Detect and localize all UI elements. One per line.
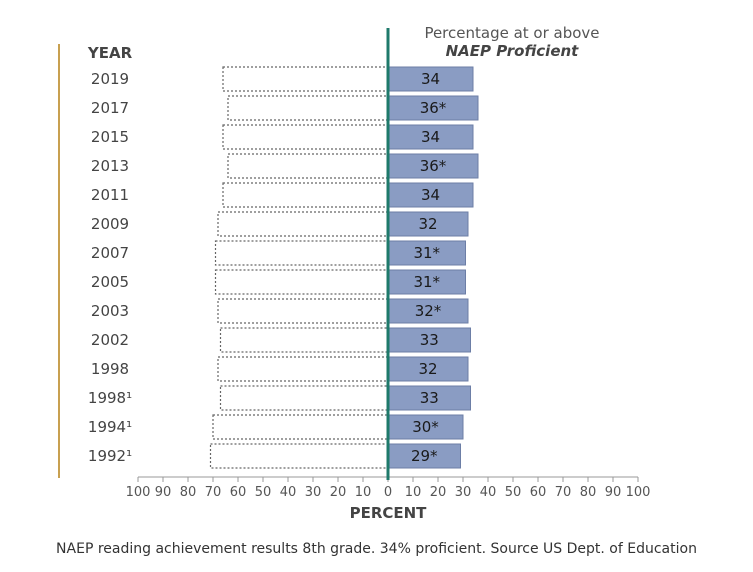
below-proficient-bar bbox=[214, 240, 389, 266]
below-proficient-bar bbox=[227, 153, 389, 179]
x-tick-label: 90 bbox=[155, 485, 172, 500]
below-proficient-bar bbox=[217, 356, 389, 382]
x-tick-label: 80 bbox=[180, 485, 197, 500]
x-tick-label: 60 bbox=[230, 485, 247, 500]
x-tick-label: 20 bbox=[430, 485, 447, 500]
below-proficient-bar bbox=[222, 66, 389, 92]
proficient-value-label: 34 bbox=[421, 128, 440, 146]
x-tick-label: 0 bbox=[384, 485, 392, 500]
year-label: 2019 bbox=[91, 70, 129, 88]
proficient-value-label: 32 bbox=[418, 215, 437, 233]
x-tick-label: 30 bbox=[455, 485, 472, 500]
proficient-value-label: 32 bbox=[418, 360, 437, 378]
x-tick-label: 70 bbox=[205, 485, 222, 500]
proficient-bar bbox=[387, 211, 469, 237]
x-axis-ticks: 100 90 80 70 60 50 40 30 20 10 0 10 20 30 40 50 60 70 80 90… bbox=[126, 477, 651, 500]
proficient-value-label: 33 bbox=[420, 389, 439, 407]
proficient-bar bbox=[387, 269, 466, 295]
proficient-value-label: 31* bbox=[413, 273, 440, 291]
proficient-value-label: 30* bbox=[412, 418, 439, 436]
x-tick-label: 30 bbox=[305, 485, 322, 500]
proficient-value-label: 32* bbox=[415, 302, 442, 320]
x-tick-label: 80 bbox=[580, 485, 597, 500]
x-tick-label: 100 bbox=[626, 485, 651, 500]
x-tick-label: 20 bbox=[330, 485, 347, 500]
year-label: 2003 bbox=[91, 302, 129, 320]
below-proficient-bar bbox=[219, 385, 389, 411]
year-label: 2007 bbox=[91, 244, 129, 262]
proficient-bar bbox=[387, 124, 474, 150]
below-proficient-bar bbox=[214, 269, 389, 295]
x-tick-label: 10 bbox=[355, 485, 372, 500]
year-label: 1998 bbox=[91, 360, 129, 378]
below-proficient-bar bbox=[209, 443, 389, 469]
proficient-value-label: 34 bbox=[421, 186, 440, 204]
chart-title-line2: NAEP Proficient bbox=[446, 42, 580, 60]
below-proficient-bar bbox=[217, 298, 389, 324]
proficient-bar bbox=[387, 153, 479, 179]
proficient-bar bbox=[387, 327, 471, 353]
proficient-bar bbox=[387, 385, 471, 411]
proficient-value-label: 36* bbox=[420, 99, 447, 117]
x-tick-label: 50 bbox=[255, 485, 272, 500]
chart-title-line1: Percentage at or above bbox=[424, 24, 599, 42]
proficient-bar bbox=[387, 443, 461, 469]
year-label: 2015 bbox=[91, 128, 129, 146]
proficient-value-label: 34 bbox=[421, 70, 440, 88]
proficient-bar bbox=[387, 356, 469, 382]
below-proficient-bar bbox=[217, 211, 389, 237]
year-label: 2005 bbox=[91, 273, 129, 291]
x-tick-label: 60 bbox=[530, 485, 547, 500]
x-tick-label: 50 bbox=[505, 485, 522, 500]
below-proficient-bar bbox=[222, 124, 389, 150]
below-proficient-bar bbox=[222, 182, 389, 208]
below-proficient-bar bbox=[212, 414, 389, 440]
year-label: 1992¹ bbox=[88, 447, 132, 465]
proficient-bar bbox=[387, 66, 474, 92]
year-label: 2002 bbox=[91, 331, 129, 349]
year-label: 1998¹ bbox=[88, 389, 132, 407]
proficient-value-label: 33 bbox=[420, 331, 439, 349]
x-tick-label: 100 bbox=[126, 485, 151, 500]
x-tick-label: 40 bbox=[480, 485, 497, 500]
year-label: 1994¹ bbox=[88, 418, 132, 436]
below-proficient-bar bbox=[219, 327, 389, 353]
year-label: 2009 bbox=[91, 215, 129, 233]
year-label: 2013 bbox=[91, 157, 129, 175]
proficient-bar bbox=[387, 95, 479, 121]
proficient-value-label: 29* bbox=[411, 447, 438, 465]
proficient-value-label: 36* bbox=[420, 157, 447, 175]
bar-rows: 2019 34 2017 36* 2015 34 2013 36* 2011 34 2009 32 20… bbox=[88, 66, 479, 469]
x-tick-label: 70 bbox=[555, 485, 572, 500]
x-tick-label: 40 bbox=[280, 485, 297, 500]
x-tick-label: 10 bbox=[405, 485, 422, 500]
chart-caption: NAEP reading achievement results 8th gra… bbox=[56, 541, 697, 557]
year-label: 2017 bbox=[91, 99, 129, 117]
year-label: 2011 bbox=[91, 186, 129, 204]
below-proficient-bar bbox=[227, 95, 389, 121]
proficient-value-label: 31* bbox=[413, 244, 440, 262]
year-column-header: YEAR bbox=[87, 44, 133, 62]
x-tick-label: 90 bbox=[605, 485, 622, 500]
x-axis-label: PERCENT bbox=[350, 504, 428, 522]
